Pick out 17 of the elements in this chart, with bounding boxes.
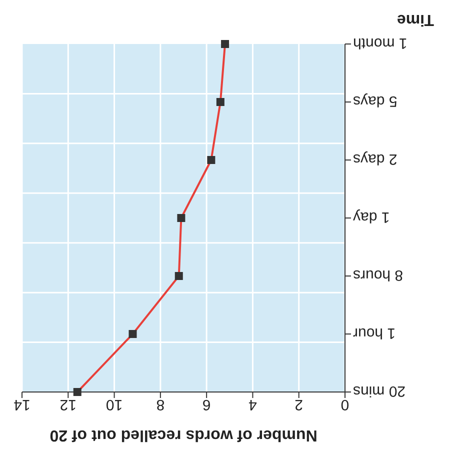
x-tick-label: 6 bbox=[202, 396, 211, 413]
x-tick-label: 2 bbox=[294, 396, 304, 413]
x-tick-label: 12 bbox=[60, 396, 76, 413]
x-tick-label: 14 bbox=[14, 396, 30, 413]
x-tick-label: 10 bbox=[106, 396, 123, 413]
y-tick-label: 20 mins bbox=[353, 382, 406, 400]
y-tick-label: 1 month bbox=[353, 34, 408, 52]
x-axis-title: Number of words recalled out of 20 bbox=[50, 426, 318, 444]
x-tick-label: 0 bbox=[340, 396, 350, 413]
y-tick-label: 1 day bbox=[352, 208, 390, 226]
y-tick-label: 2 days bbox=[353, 150, 398, 168]
x-tick-label: 8 bbox=[156, 396, 165, 413]
y-axis-title: Time bbox=[396, 10, 434, 28]
x-tick-label: 4 bbox=[248, 396, 257, 413]
y-tick-label: 1 hour bbox=[353, 324, 396, 342]
y-tick-label: 8 hours bbox=[353, 266, 404, 284]
y-tick-label: 5 days bbox=[353, 92, 398, 110]
